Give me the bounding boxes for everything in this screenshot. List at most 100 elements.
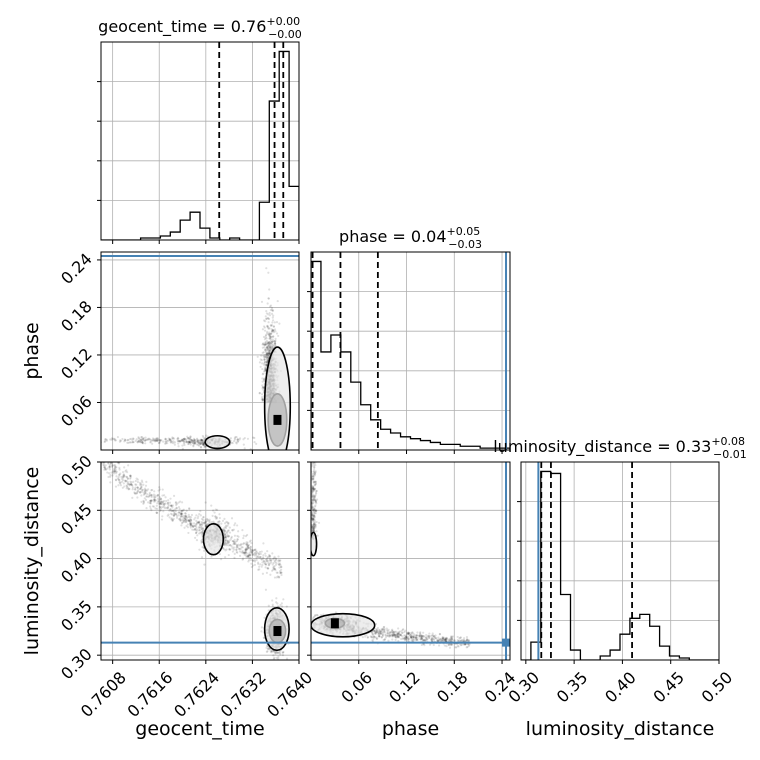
sample-point — [235, 442, 238, 445]
sample-point — [428, 643, 432, 646]
sample-point — [311, 488, 314, 492]
sample-point — [164, 438, 167, 441]
sample-point — [182, 508, 185, 511]
sample-point — [196, 439, 199, 442]
sample-point — [243, 551, 246, 554]
sample-point — [423, 638, 426, 642]
sample-point — [313, 524, 316, 528]
sample-point — [404, 635, 408, 639]
sample-point — [397, 635, 400, 638]
sample-point — [155, 504, 158, 507]
sample-point — [411, 636, 414, 639]
sample-point — [381, 628, 384, 632]
sample-point — [142, 499, 145, 502]
sample-point — [145, 495, 149, 498]
sample-point — [264, 343, 267, 346]
sample-point — [313, 473, 317, 476]
sample-point — [267, 317, 270, 320]
sample-point — [127, 439, 130, 442]
sample-point — [148, 493, 151, 496]
sample-point — [163, 505, 166, 508]
sample-point — [135, 491, 139, 495]
sample-point — [114, 466, 117, 469]
sample-point — [149, 441, 152, 444]
sample-point — [275, 656, 278, 659]
sample-point — [178, 500, 182, 503]
sample-point — [204, 525, 207, 528]
sample-point — [233, 542, 236, 545]
sample-point — [450, 637, 453, 640]
sample-point — [201, 439, 204, 442]
sample-point — [128, 441, 131, 444]
sample-point — [244, 535, 248, 538]
sample-point — [262, 388, 265, 392]
sample-point — [268, 348, 271, 352]
sample-point — [172, 517, 175, 520]
sample-point — [268, 341, 271, 344]
sample-point — [311, 528, 314, 531]
sample-point — [312, 513, 316, 517]
sample-point — [260, 359, 263, 362]
sample-point — [189, 443, 192, 446]
sample-point — [253, 549, 256, 552]
sample-point — [313, 515, 316, 518]
sample-point — [456, 635, 459, 639]
sample-point — [201, 546, 204, 549]
sample-point — [198, 439, 202, 443]
sample-point — [113, 438, 116, 441]
sample-point — [163, 506, 166, 510]
sample-point — [210, 555, 213, 558]
sample-point — [123, 475, 126, 478]
sample-point — [195, 523, 198, 526]
sample-point — [218, 516, 221, 520]
sample-point — [262, 557, 265, 560]
sample-point — [262, 363, 266, 366]
sample-point — [204, 524, 207, 528]
sample-point — [313, 499, 316, 502]
sample-point — [378, 632, 381, 635]
sample-point — [162, 440, 165, 443]
sample-point — [125, 487, 128, 490]
sample-point — [445, 637, 449, 640]
sample-point — [285, 657, 289, 660]
sample-point — [197, 444, 201, 447]
sample-point — [188, 520, 191, 523]
sample-point — [180, 522, 184, 525]
sample-point — [100, 459, 102, 461]
sample-point — [227, 529, 230, 532]
sample-point — [263, 378, 266, 381]
sample-point — [124, 439, 127, 442]
sample-point — [170, 504, 173, 508]
sample-point — [148, 505, 152, 508]
sample-point — [463, 639, 466, 642]
sample-point — [110, 471, 113, 474]
sample-point — [312, 527, 315, 530]
sample-point — [271, 335, 275, 338]
sample-point — [131, 441, 134, 444]
sample-point — [313, 523, 316, 526]
sample-point — [190, 518, 193, 522]
sample-point — [313, 509, 316, 512]
sample-point — [121, 437, 124, 441]
sample-point — [133, 488, 137, 491]
sample-point — [312, 511, 316, 515]
sample-point — [156, 439, 159, 442]
sample-point — [445, 637, 448, 640]
y-tick-label-luminosity_distance: 0.30 — [57, 645, 96, 684]
sample-point — [402, 637, 405, 640]
sample-point — [200, 531, 203, 534]
sample-point — [199, 442, 202, 445]
sample-point — [206, 523, 209, 526]
sample-point — [163, 442, 167, 445]
sample-point — [200, 439, 203, 442]
sample-point — [375, 631, 379, 634]
sample-point — [140, 440, 143, 443]
sample-point — [265, 310, 268, 313]
sample-point — [438, 638, 441, 641]
sample-point — [199, 440, 202, 444]
sample-point — [200, 442, 203, 445]
sample-point — [184, 519, 187, 522]
sample-point — [384, 634, 387, 637]
sample-point — [167, 499, 170, 502]
